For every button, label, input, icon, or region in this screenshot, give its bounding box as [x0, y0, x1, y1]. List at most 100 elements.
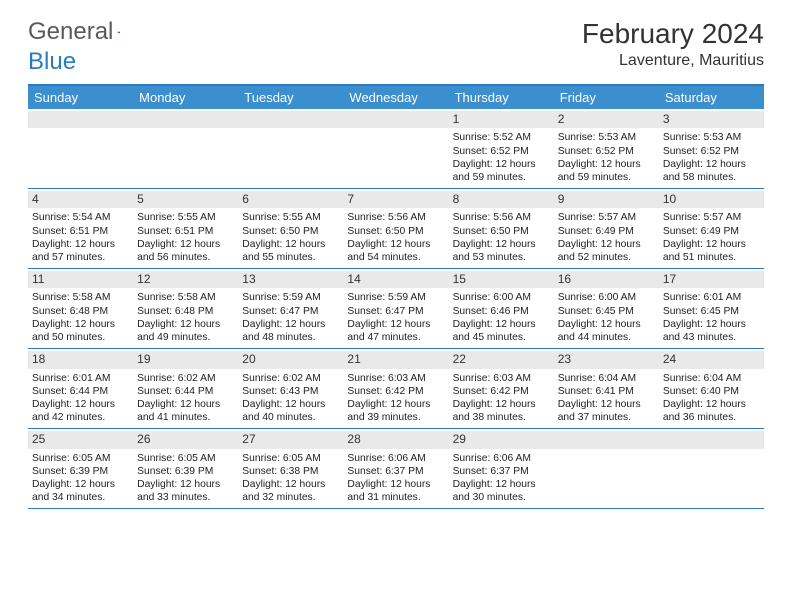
calendar-cell: 3Sunrise: 5:53 AMSunset: 6:52 PMDaylight… — [659, 109, 764, 188]
day-number: 29 — [449, 431, 554, 448]
dow-saturday: Saturday — [659, 86, 764, 109]
calendar-cell: 12 Sunrise: 5:58 AMSunset: 6:48 PMDayligh… — [133, 269, 238, 348]
day-number: 10 — [659, 191, 764, 208]
day-times: Sunrise: 6:02 AMSunset: 6:44 PMDaylight:… — [137, 372, 234, 425]
day-number — [554, 431, 659, 448]
sail-icon — [117, 23, 121, 41]
day-number: 26 — [133, 431, 238, 448]
day-times: Sunrise: 5:56 AMSunset: 6:50 PMDaylight:… — [347, 211, 444, 264]
day-number: 16 — [554, 271, 659, 288]
day-number: 27 — [238, 431, 343, 448]
day-number: 21 — [343, 351, 448, 368]
day-times: Sunrise: 5:57 AMSunset: 6:49 PMDaylight:… — [558, 211, 655, 264]
day-number: 28 — [343, 431, 448, 448]
calendar-cell: 20 Sunrise: 6:02 AMSunset: 6:43 PMDayligh… — [238, 349, 343, 428]
calendar-cell: 5Sunrise: 5:55 AMSunset: 6:51 PMDaylight… — [133, 189, 238, 268]
day-number: 9 — [554, 191, 659, 208]
week-row: 25Sunrise: 6:05 AMSunset: 6:39 PMDayligh… — [28, 429, 764, 509]
dow-sunday: Sunday — [28, 86, 133, 109]
day-number: 24 — [659, 351, 764, 368]
day-times: Sunrise: 5:58 AMSunset: 6:48 PMDaylight:… — [32, 291, 129, 344]
brand-name-1: General — [28, 18, 113, 46]
calendar-cell: 14 Sunrise: 5:59 AMSunset: 6:47 PMDayligh… — [343, 269, 448, 348]
week-row: 18 Sunrise: 6:01 AMSunset: 6:44 PMDayligh… — [28, 349, 764, 429]
calendar: SundayMondayTuesdayWednesdayThursdayFrid… — [28, 84, 764, 509]
header: General February 2024 Laventure, Mauriti… — [0, 0, 792, 78]
calendar-cell — [238, 109, 343, 188]
calendar-cell: 4Sunrise: 5:54 AMSunset: 6:51 PMDaylight… — [28, 189, 133, 268]
day-times: Sunrise: 6:04 AMSunset: 6:41 PMDaylight:… — [558, 372, 655, 425]
calendar-cell: 6 Sunrise: 5:55 AMSunset: 6:50 PMDaylight… — [238, 189, 343, 268]
day-times: Sunrise: 5:53 AMSunset: 6:52 PMDaylight:… — [558, 131, 655, 184]
dow-thursday: Thursday — [449, 86, 554, 109]
calendar-cell: 13Sunrise: 5:59 AMSunset: 6:47 PMDayligh… — [238, 269, 343, 348]
day-number: 15 — [449, 271, 554, 288]
dow-tuesday: Tuesday — [238, 86, 343, 109]
day-times: Sunrise: 5:59 AMSunset: 6:47 PMDaylight:… — [242, 291, 339, 344]
calendar-cell — [28, 109, 133, 188]
day-number: 23 — [554, 351, 659, 368]
calendar-cell: 29 Sunrise: 6:06 AMSunset: 6:37 PMDayligh… — [449, 429, 554, 508]
day-times: Sunrise: 5:58 AMSunset: 6:48 PMDaylight:… — [137, 291, 234, 344]
day-times: Sunrise: 6:05 AMSunset: 6:39 PMDaylight:… — [32, 452, 129, 505]
day-times: Sunrise: 5:53 AMSunset: 6:52 PMDaylight:… — [663, 131, 760, 184]
day-times: Sunrise: 6:06 AMSunset: 6:37 PMDaylight:… — [453, 452, 550, 505]
day-number — [238, 111, 343, 128]
day-times: Sunrise: 5:55 AMSunset: 6:51 PMDaylight:… — [137, 211, 234, 264]
calendar-cell: 25 Sunrise: 6:05 AMSunset: 6:39 PMDayligh… — [28, 429, 133, 508]
day-number — [659, 431, 764, 448]
calendar-cell — [343, 109, 448, 188]
day-of-week-header: SundayMondayTuesdayWednesdayThursdayFrid… — [28, 86, 764, 109]
calendar-cell: 1 Sunrise: 5:52 AMSunset: 6:52 PMDaylight… — [449, 109, 554, 188]
calendar-cell: 15Sunrise: 6:00 AMSunset: 6:46 PMDayligh… — [449, 269, 554, 348]
month-title: February 2024 — [582, 18, 764, 50]
calendar-cell: 21 Sunrise: 6:03 AMSunset: 6:42 PMDayligh… — [343, 349, 448, 428]
day-times: Sunrise: 6:01 AMSunset: 6:45 PMDaylight:… — [663, 291, 760, 344]
day-times: Sunrise: 6:03 AMSunset: 6:42 PMDaylight:… — [347, 372, 444, 425]
day-times: Sunrise: 6:00 AMSunset: 6:45 PMDaylight:… — [558, 291, 655, 344]
calendar-cell: 23 Sunrise: 6:04 AMSunset: 6:41 PMDayligh… — [554, 349, 659, 428]
calendar-cell — [133, 109, 238, 188]
day-number: 19 — [133, 351, 238, 368]
day-times: Sunrise: 6:02 AMSunset: 6:43 PMDaylight:… — [242, 372, 339, 425]
calendar-cell: 8Sunrise: 5:56 AMSunset: 6:50 PMDaylight… — [449, 189, 554, 268]
day-number: 6 — [238, 191, 343, 208]
calendar-cell: 27 Sunrise: 6:05 AMSunset: 6:38 PMDayligh… — [238, 429, 343, 508]
calendar-cell: 24 Sunrise: 6:04 AMSunset: 6:40 PMDayligh… — [659, 349, 764, 428]
calendar-cell: 22Sunrise: 6:03 AMSunset: 6:42 PMDayligh… — [449, 349, 554, 428]
day-times: Sunrise: 5:59 AMSunset: 6:47 PMDaylight:… — [347, 291, 444, 344]
day-number — [343, 111, 448, 128]
day-times: Sunrise: 5:57 AMSunset: 6:49 PMDaylight:… — [663, 211, 760, 264]
calendar-cell — [554, 429, 659, 508]
day-times: Sunrise: 6:06 AMSunset: 6:37 PMDaylight:… — [347, 452, 444, 505]
day-times: Sunrise: 6:05 AMSunset: 6:38 PMDaylight:… — [242, 452, 339, 505]
calendar-cell: 7Sunrise: 5:56 AMSunset: 6:50 PMDaylight… — [343, 189, 448, 268]
day-times: Sunrise: 6:04 AMSunset: 6:40 PMDaylight:… — [663, 372, 760, 425]
day-times: Sunrise: 5:56 AMSunset: 6:50 PMDaylight:… — [453, 211, 550, 264]
day-times: Sunrise: 5:52 AMSunset: 6:52 PMDaylight:… — [453, 131, 550, 184]
day-times: Sunrise: 5:54 AMSunset: 6:51 PMDaylight:… — [32, 211, 129, 264]
calendar-cell: 26 Sunrise: 6:05 AMSunset: 6:39 PMDayligh… — [133, 429, 238, 508]
day-times: Sunrise: 5:55 AMSunset: 6:50 PMDaylight:… — [242, 211, 339, 264]
day-number: 20 — [238, 351, 343, 368]
calendar-cell — [659, 429, 764, 508]
day-number — [133, 111, 238, 128]
calendar-cell: 10 Sunrise: 5:57 AMSunset: 6:49 PMDayligh… — [659, 189, 764, 268]
day-number: 25 — [28, 431, 133, 448]
day-number: 1 — [449, 111, 554, 128]
calendar-cell: 28 Sunrise: 6:06 AMSunset: 6:37 PMDayligh… — [343, 429, 448, 508]
calendar-cell: 9 Sunrise: 5:57 AMSunset: 6:49 PMDaylight… — [554, 189, 659, 268]
day-times: Sunrise: 6:05 AMSunset: 6:39 PMDaylight:… — [137, 452, 234, 505]
day-number: 14 — [343, 271, 448, 288]
calendar-cell: 2Sunrise: 5:53 AMSunset: 6:52 PMDaylight… — [554, 109, 659, 188]
day-number — [28, 111, 133, 128]
day-times: Sunrise: 6:01 AMSunset: 6:44 PMDaylight:… — [32, 372, 129, 425]
day-number: 18 — [28, 351, 133, 368]
calendar-cell: 18 Sunrise: 6:01 AMSunset: 6:44 PMDayligh… — [28, 349, 133, 428]
day-number: 22 — [449, 351, 554, 368]
dow-monday: Monday — [133, 86, 238, 109]
day-number: 12 — [133, 271, 238, 288]
week-row: 4Sunrise: 5:54 AMSunset: 6:51 PMDaylight… — [28, 189, 764, 269]
calendar-cell: 11Sunrise: 5:58 AMSunset: 6:48 PMDayligh… — [28, 269, 133, 348]
dow-friday: Friday — [554, 86, 659, 109]
